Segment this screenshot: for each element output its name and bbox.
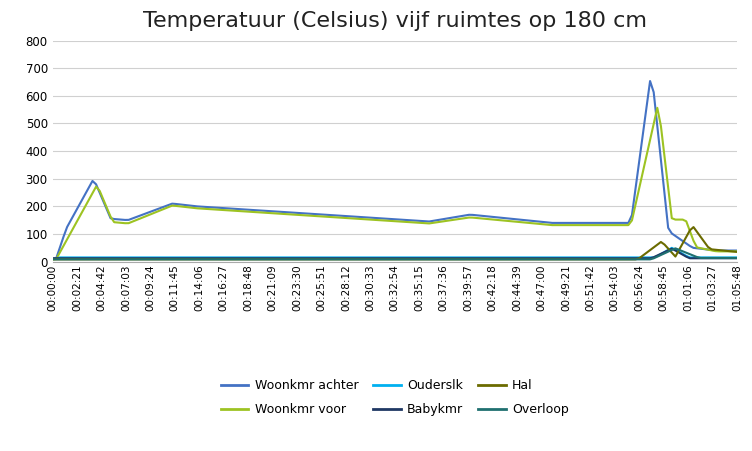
Legend: Woonkmr achter, Woonkmr voor, Ouderslk, Babykmr, Hal, Overloop: Woonkmr achter, Woonkmr voor, Ouderslk, … <box>216 374 574 421</box>
Title: Temperatuur (Celsius) vijf ruimtes op 180 cm: Temperatuur (Celsius) vijf ruimtes op 18… <box>143 11 647 31</box>
